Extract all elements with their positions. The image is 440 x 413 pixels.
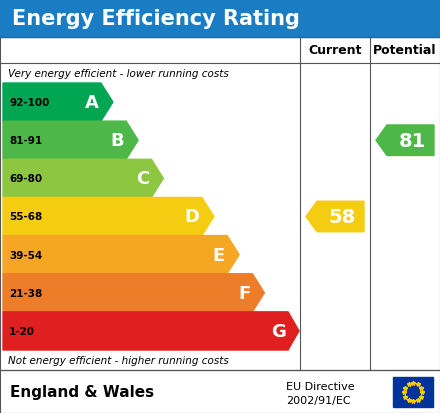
Text: Very energy efficient - lower running costs: Very energy efficient - lower running co… [8,69,229,79]
Bar [0,0,440,38]
Polygon shape [3,122,138,160]
Text: England & Wales: England & Wales [10,384,154,399]
Text: 58: 58 [328,207,356,226]
Text: 55-68: 55-68 [9,212,42,222]
Text: 21-38: 21-38 [9,288,42,298]
Text: Energy Efficiency Rating: Energy Efficiency Rating [12,9,300,29]
Text: Potential: Potential [373,44,437,57]
Text: A: A [85,94,99,112]
Polygon shape [3,160,163,198]
Text: Current: Current [308,44,362,57]
Polygon shape [3,198,214,236]
Text: F: F [238,284,250,302]
Polygon shape [3,274,264,312]
Text: 2002/91/EC: 2002/91/EC [286,395,351,405]
Text: 39-54: 39-54 [9,250,42,260]
Text: 1-20: 1-20 [9,326,35,336]
Bar [0,38,440,370]
Text: G: G [271,322,286,340]
Text: E: E [213,246,225,264]
Text: 92-100: 92-100 [9,98,49,108]
Text: B: B [110,132,124,150]
Polygon shape [3,84,113,122]
Text: Not energy efficient - higher running costs: Not energy efficient - higher running co… [8,355,229,365]
Bar [0,370,440,413]
Text: C: C [136,170,150,188]
Text: EU Directive: EU Directive [286,382,355,392]
Text: D: D [185,208,200,226]
Polygon shape [3,236,239,274]
Polygon shape [3,312,299,350]
Bar [393,377,433,407]
Polygon shape [376,126,434,156]
Text: 81: 81 [398,131,425,150]
Text: 69-80: 69-80 [9,174,42,184]
Text: 81-91: 81-91 [9,136,42,146]
Polygon shape [306,202,364,232]
